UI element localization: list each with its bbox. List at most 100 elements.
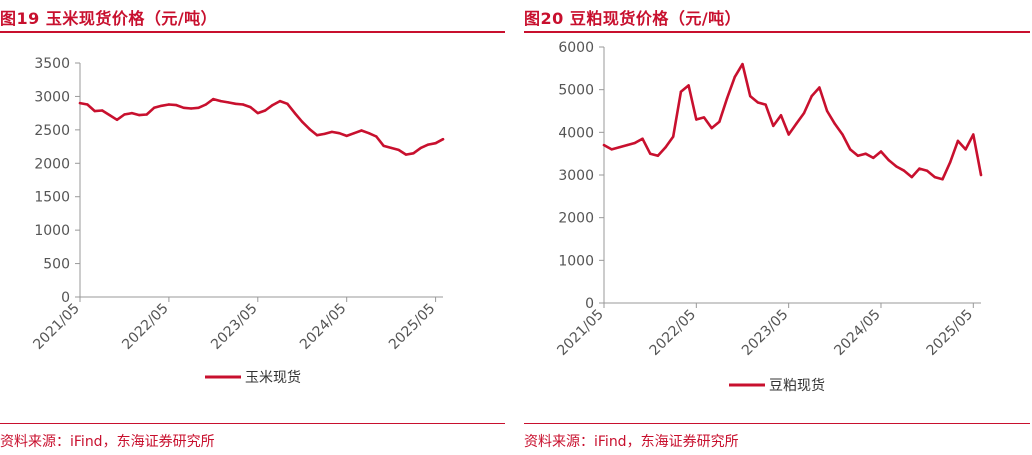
data-point [972, 133, 975, 136]
data-point [925, 169, 929, 172]
data-point [397, 148, 400, 152]
title-divider [0, 31, 505, 33]
data-point [234, 102, 237, 106]
data-point [301, 120, 304, 124]
x-tick-label: 2022/05 [119, 301, 171, 353]
data-point [618, 146, 621, 149]
y-tick-label: 2000 [34, 156, 70, 172]
data-point [679, 90, 683, 93]
source-note: 资料来源：iFind，东海证券研究所 [0, 434, 215, 450]
data-point [918, 167, 921, 170]
x-tick-label: 2023/05 [739, 307, 791, 359]
data-point [602, 143, 606, 147]
x-tick-label: 2025/05 [386, 301, 438, 353]
data-point [656, 154, 660, 157]
y-tick-label: 1500 [34, 190, 70, 206]
data-point [389, 146, 393, 150]
data-point [101, 109, 104, 112]
data-point [741, 62, 744, 66]
data-point [375, 135, 378, 138]
data-point [249, 105, 252, 109]
data-point [345, 134, 348, 138]
y-tick-label: 2000 [558, 211, 594, 227]
data-point [818, 86, 821, 89]
data-point [887, 158, 890, 162]
y-tick-label: 500 [43, 257, 70, 273]
data-point [933, 175, 936, 179]
legend: 豆粕现货 [729, 377, 825, 394]
data-point [227, 101, 230, 104]
data-point [130, 111, 134, 115]
data-point [964, 148, 967, 151]
title-divider [524, 31, 1030, 33]
legend: 玉米现货 [205, 369, 301, 386]
data-point [979, 173, 983, 177]
y-tick-label: 3000 [34, 89, 70, 105]
y-tick-label: 3000 [558, 168, 594, 184]
data-point [315, 134, 319, 137]
corn-price-chart: 0 500 1000 1500 2000 2500 3000 3500 2021/05 2022/… [30, 56, 445, 386]
data-point [204, 103, 208, 106]
data-point [610, 148, 613, 151]
data-point [625, 143, 629, 147]
data-point [725, 97, 729, 100]
data-point [212, 97, 215, 101]
data-point [941, 178, 944, 181]
data-point [641, 137, 644, 140]
x-tick-label: 2023/05 [208, 301, 260, 353]
data-point [264, 109, 267, 112]
source-divider [0, 423, 505, 424]
data-point [338, 132, 341, 135]
data-point [108, 113, 111, 117]
data-point [123, 113, 126, 116]
data-point [949, 161, 952, 164]
data-point [872, 156, 875, 160]
data-point [93, 109, 97, 113]
y-tick-label: 5000 [558, 83, 594, 99]
data-point [152, 106, 156, 110]
data-point [787, 133, 790, 136]
data-point [772, 124, 775, 128]
data-point [695, 118, 698, 121]
data-point [664, 146, 667, 149]
data-point [308, 128, 311, 131]
data-point [241, 103, 245, 106]
data-point [286, 102, 289, 106]
data-point [367, 132, 371, 135]
data-point [910, 175, 913, 179]
data-point [352, 132, 356, 135]
data-point [86, 103, 89, 106]
data-point [633, 141, 636, 145]
data-point [145, 113, 148, 116]
data-point [849, 148, 852, 151]
data-point [189, 107, 193, 110]
data-point [256, 111, 259, 115]
data-point [360, 129, 363, 132]
data-point [702, 116, 706, 119]
x-tick-label: 2021/05 [554, 307, 606, 359]
data-point [419, 146, 422, 150]
soymeal-price-chart: 0 1000 2000 3000 4000 5000 6000 2021/05 2022/05 2… [554, 40, 983, 394]
data-point [749, 94, 752, 98]
y-tick-label: 1000 [34, 223, 70, 239]
data-point [434, 142, 437, 145]
data-point [160, 104, 163, 108]
data-point [427, 143, 430, 146]
y-tick-label: 2500 [34, 123, 70, 139]
y-tick-label: 0 [585, 296, 594, 312]
panel-title: 图20 豆粕现货价格（元/吨） [524, 9, 742, 28]
data-point [182, 106, 185, 110]
data-point [441, 138, 445, 141]
data-point [879, 150, 883, 153]
data-point [956, 139, 960, 143]
soymeal-price-panel: 图20 豆粕现货价格（元/吨） 0 1000 2000 3000 4000 5000 600… [524, 0, 1032, 455]
data-point [278, 99, 282, 103]
data-point [138, 113, 141, 117]
data-point [649, 152, 652, 155]
data-point [175, 103, 178, 107]
x-tick-label: 2024/05 [831, 307, 883, 359]
data-point [895, 165, 898, 168]
data-point [78, 101, 82, 105]
y-tick-label: 6000 [558, 40, 594, 56]
legend-label: 玉米现货 [245, 369, 301, 386]
